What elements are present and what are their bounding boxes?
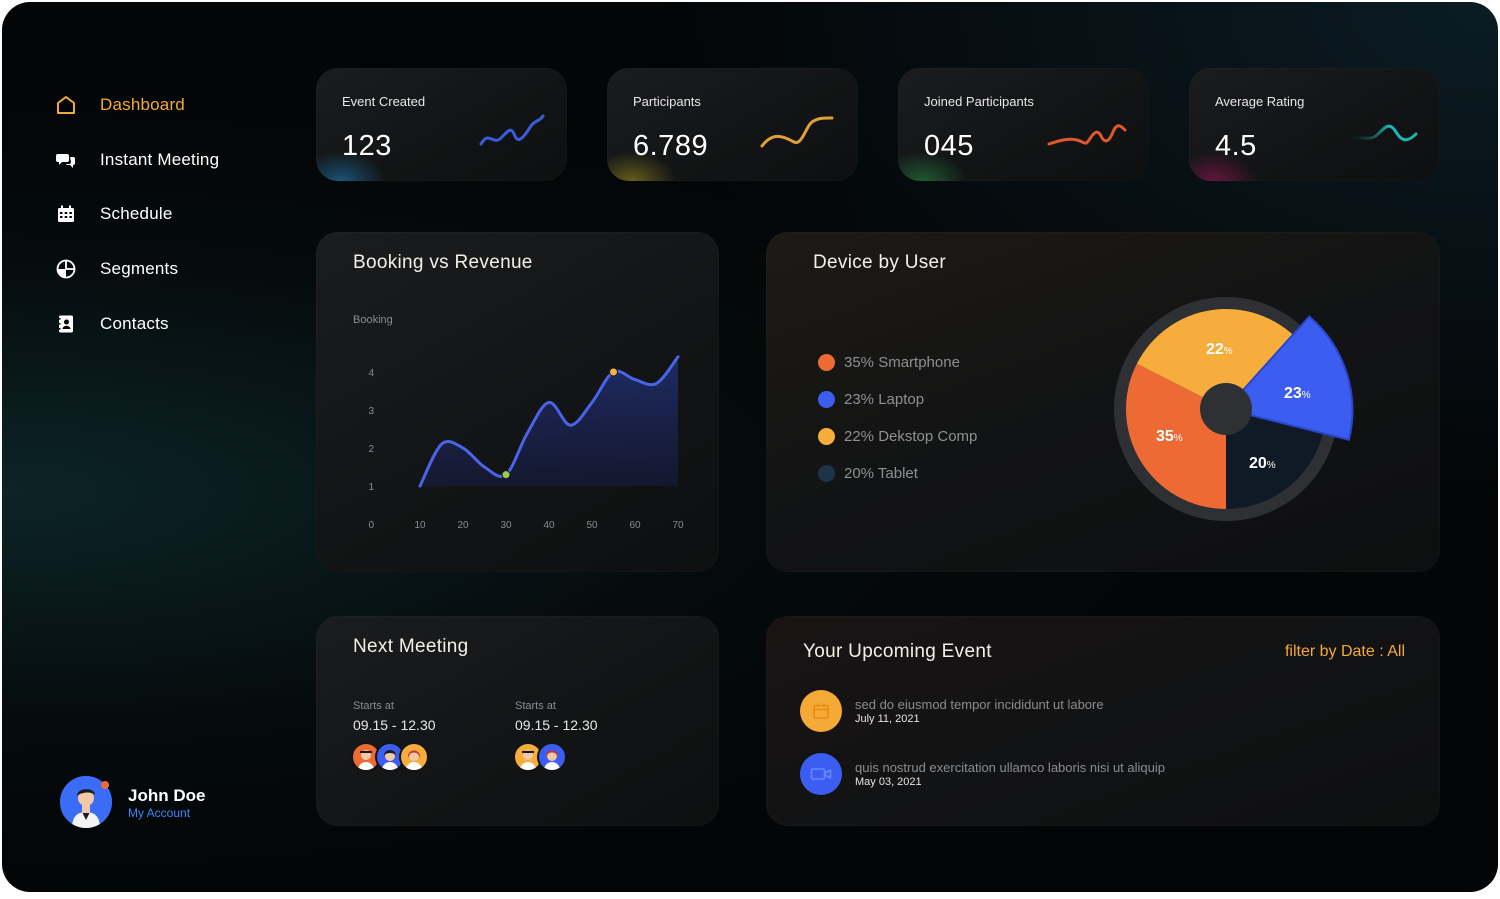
sidebar-item-label: Segments [100, 259, 179, 278]
event-date: July 11, 2021 [855, 713, 920, 725]
legend-item: 35% Smartphone [818, 354, 960, 371]
sidebar-item-dashboard[interactable]: Dashboard [54, 88, 185, 122]
stat-value: 045 [924, 130, 974, 162]
sidebar-item-label: Contacts [100, 314, 169, 333]
sidebar-item-schedule[interactable]: Schedule [54, 197, 172, 231]
pie-slice-smartphone [1126, 363, 1226, 509]
device-by-user-card: Device by User 35% Smartphone 23% Laptop… [766, 232, 1440, 572]
x-tick-label: 50 [586, 520, 598, 531]
x-tick-label: 10 [414, 520, 426, 531]
stat-value: 123 [342, 130, 392, 162]
upcoming-event-title: Your Upcoming Event [803, 641, 992, 662]
pie-slice-desktop [1136, 308, 1298, 409]
sparkline [1047, 124, 1127, 146]
pie-center [1200, 383, 1252, 435]
profile-name: John Doe [128, 786, 206, 805]
legend-swatch [818, 465, 835, 482]
chat-bubbles-icon [54, 148, 78, 172]
sidebar-item-instant-meeting[interactable]: Instant Meeting [54, 143, 219, 177]
stat-value: 6.789 [633, 130, 709, 162]
booking-chart-title: Booking vs Revenue [353, 252, 533, 273]
sidebar-item-label: Dashboard [100, 95, 185, 114]
my-account-link[interactable]: My Account [128, 806, 191, 820]
stat-value: 4.5 [1215, 130, 1257, 162]
pie-label-laptop: 23% [1284, 385, 1311, 402]
y-tick-label: 0 [368, 520, 374, 531]
y-tick-label: 3 [368, 406, 374, 417]
filter-by-date-button[interactable]: filter by Date : All [1284, 643, 1405, 660]
x-tick-label: 20 [457, 520, 469, 531]
meeting-starts-label: Starts at [515, 700, 556, 712]
x-tick-label: 40 [543, 520, 555, 531]
legend-label: 22% Dekstop Comp [844, 428, 978, 445]
calendar-icon [54, 202, 78, 226]
participant-avatar[interactable] [537, 742, 567, 772]
y-tick-label: 2 [368, 444, 374, 455]
legend-swatch [818, 354, 835, 371]
next-meeting-card: Next Meeting Starts at 09.15 - 12.30 Sta… [316, 616, 719, 826]
stat-label: Event Created [342, 94, 426, 109]
sparkline [479, 114, 545, 146]
legend-label: 20% Tablet [844, 465, 918, 482]
event-description[interactable]: quis nostrud exercitation ullamco labori… [855, 760, 1165, 775]
legend-item: 20% Tablet [818, 465, 918, 482]
legend-swatch [818, 428, 835, 445]
online-status-dot [101, 781, 109, 789]
device-chart-title: Device by User [813, 252, 947, 273]
meeting-starts-label: Starts at [353, 700, 394, 712]
video-camera-icon[interactable] [800, 753, 842, 795]
data-point-marker [501, 470, 511, 480]
pie-segments-icon [54, 257, 78, 281]
stat-label: Joined Participants [924, 94, 1034, 109]
line-area-fill [420, 356, 678, 486]
pie-label-smartphone: 35% [1156, 428, 1183, 445]
contact-book-icon [54, 312, 78, 336]
booking-line [418, 355, 680, 488]
home-icon [54, 93, 78, 117]
calendar-icon[interactable] [800, 690, 842, 732]
device-pie-chart: 22% 23% 20% 35% [1114, 297, 1354, 521]
sidebar-item-segments[interactable]: Segments [54, 252, 178, 286]
legend-label: 35% Smartphone [844, 354, 960, 371]
next-meeting-title: Next Meeting [353, 636, 469, 657]
booking-revenue-card: Booking vs Revenue Booking 0 1 2 3 4 10 20 30 40… [316, 232, 719, 572]
y-tick-label: 4 [368, 368, 374, 379]
sidebar-item-label: Instant Meeting [100, 150, 220, 169]
pie-slice-tablet [1226, 409, 1326, 509]
sidebar-item-contacts[interactable]: Contacts [54, 307, 168, 341]
y-tick-label: 1 [368, 482, 374, 493]
meeting-time: 09.15 - 12.30 [353, 717, 436, 733]
meeting-time: 09.15 - 12.30 [515, 717, 598, 733]
data-point-marker [609, 367, 618, 377]
y-axis-label: Booking [353, 314, 393, 326]
stat-card-joined: Joined Participants 045 [898, 68, 1149, 181]
sidebar-item-label: Schedule [100, 204, 173, 223]
stat-label: Average Rating [1215, 94, 1305, 109]
pie-label-tablet: 20% [1249, 455, 1276, 472]
sparkline [760, 116, 834, 148]
x-tick-label: 60 [629, 520, 641, 531]
event-description[interactable]: sed do eiusmod tempor incididunt ut labo… [855, 697, 1104, 712]
legend-item: 23% Laptop [818, 391, 924, 408]
stat-label: Participants [633, 94, 701, 109]
pie-label-desktop: 22% [1206, 341, 1233, 358]
stat-card-participants: Participants 6.789 [607, 68, 858, 181]
pie-slice-laptop [1224, 315, 1354, 442]
legend-item: 22% Dekstop Comp [818, 428, 977, 445]
x-tick-label: 30 [500, 520, 512, 531]
x-tick-label: 70 [672, 520, 684, 531]
stat-card-rating: Average Rating 4.5 [1189, 68, 1440, 181]
upcoming-event-card: Your Upcoming Event filter by Date : All… [766, 616, 1440, 826]
legend-label: 23% Laptop [844, 391, 925, 408]
event-date: May 03, 2021 [855, 776, 922, 788]
legend-swatch [818, 391, 835, 408]
participant-avatar[interactable] [399, 742, 429, 772]
booking-line-chart: 0 1 2 3 4 10 20 30 40 50 60 70 [368, 355, 684, 531]
sparkline [1348, 124, 1418, 142]
stat-card-events: Event Created 123 [316, 68, 567, 181]
